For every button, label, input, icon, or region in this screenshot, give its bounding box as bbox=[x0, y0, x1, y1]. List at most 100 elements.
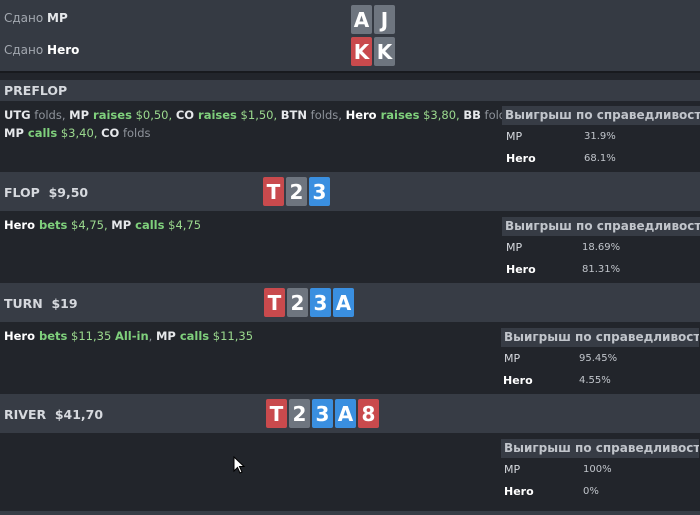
action-line: Hero bets $11,35 All-in, MP calls $11,35 bbox=[4, 327, 253, 345]
equity-row-hero: Hero 0% bbox=[501, 480, 699, 502]
street-header-preflop: PREFLOP bbox=[0, 80, 700, 101]
street-header-flop: FLOP $9,50 T 2 3 bbox=[0, 172, 700, 211]
equity-player: Hero bbox=[506, 263, 536, 276]
action-token: folds, bbox=[30, 108, 70, 122]
action-token: CO bbox=[101, 126, 120, 140]
action-line: MP calls $3,40, CO folds bbox=[4, 124, 516, 142]
action-token: BTN bbox=[280, 108, 308, 122]
action-token: BB bbox=[463, 108, 481, 122]
flop-board: T 2 3 bbox=[263, 177, 330, 206]
dealt-row-hero: Сдано Hero bbox=[4, 43, 79, 57]
equity-row-mp: MP 18.69% bbox=[502, 236, 700, 258]
equity-player: Hero bbox=[506, 152, 536, 165]
bottom-bar bbox=[0, 511, 700, 515]
hero-hole-cards: K K bbox=[351, 37, 395, 66]
equity-row-hero: Hero 68.1% bbox=[502, 147, 700, 169]
street-name: RIVER bbox=[4, 407, 47, 422]
card: 3 bbox=[309, 177, 330, 206]
action-token: bets bbox=[35, 329, 68, 343]
action-token: $0,50, bbox=[131, 108, 176, 122]
equity-row-mp: MP 31.9% bbox=[502, 125, 700, 147]
equity-row-mp: MP 95.45% bbox=[501, 347, 699, 369]
action-token: $3,40, bbox=[57, 126, 102, 140]
card: 8 bbox=[358, 399, 379, 428]
street-title: FLOP $9,50 bbox=[4, 185, 88, 200]
pot-size: $19 bbox=[51, 296, 78, 311]
action-token: Hero bbox=[4, 218, 35, 232]
card: 2 bbox=[287, 288, 308, 317]
action-token: raises bbox=[89, 108, 132, 122]
equity-value: 81.31% bbox=[582, 264, 621, 275]
pot-size: $9,50 bbox=[48, 185, 89, 200]
equity-header: Выигрыш по справедливости bbox=[501, 328, 699, 347]
card: K bbox=[351, 37, 372, 66]
street-name: TURN bbox=[4, 296, 43, 311]
equity-value: 18.69% bbox=[582, 242, 621, 253]
equity-player: MP bbox=[506, 130, 523, 143]
action-line: Hero bets $4,75, MP calls $4,75 bbox=[4, 216, 201, 234]
card: 3 bbox=[310, 288, 331, 317]
card: A bbox=[333, 288, 354, 317]
river-board: T 2 3 A 8 bbox=[266, 399, 379, 428]
card: 2 bbox=[289, 399, 310, 428]
action-token: , bbox=[148, 329, 156, 343]
equity-value: 4.55% bbox=[579, 375, 611, 386]
action-token: folds bbox=[119, 126, 151, 140]
action-token: raises bbox=[376, 108, 420, 122]
action-token: calls bbox=[23, 126, 58, 140]
equity-header: Выигрыш по справедливости bbox=[502, 106, 700, 125]
player-name-mp: MP bbox=[47, 11, 68, 25]
turn-board: T 2 3 A bbox=[264, 288, 354, 317]
equity-value: 68.1% bbox=[584, 153, 616, 164]
mouse-cursor-icon bbox=[233, 456, 246, 474]
action-token: raises bbox=[194, 108, 237, 122]
card: 2 bbox=[286, 177, 307, 206]
action-token: $3,80, bbox=[419, 108, 464, 122]
equity-player: Hero bbox=[503, 374, 533, 387]
action-token: UTG bbox=[4, 108, 31, 122]
action-token: bets bbox=[35, 218, 68, 232]
divider bbox=[0, 71, 700, 73]
action-token: MP bbox=[4, 126, 24, 140]
equity-player: MP bbox=[504, 352, 521, 365]
preflop-actions: UTG folds, MP raises $0,50, CO raises $1… bbox=[4, 106, 516, 142]
turn-actions: Hero bets $11,35 All-in, MP calls $11,35 bbox=[4, 327, 253, 345]
action-token: $11,35 bbox=[209, 329, 254, 343]
card: T bbox=[264, 288, 285, 317]
action-token: calls bbox=[175, 329, 210, 343]
action-token: $11,35 bbox=[67, 329, 115, 343]
flop-actions: Hero bets $4,75, MP calls $4,75 bbox=[4, 216, 201, 234]
card: J bbox=[374, 5, 395, 34]
dealt-cards-panel: Сдано MP A J Сдано Hero K K bbox=[0, 0, 700, 71]
card: T bbox=[266, 399, 287, 428]
pot-size: $41,70 bbox=[54, 407, 104, 422]
player-name-hero: Hero bbox=[47, 43, 80, 57]
equity-panel-preflop: Выигрыш по справедливости MP 31.9% Hero … bbox=[502, 106, 700, 169]
action-token: calls bbox=[131, 218, 165, 232]
street-header-river: RIVER $41,70 T 2 3 A 8 bbox=[0, 394, 700, 433]
action-token: $1,50, bbox=[236, 108, 281, 122]
equity-value: 0% bbox=[583, 486, 599, 497]
equity-player: MP bbox=[504, 463, 521, 476]
street-title: PREFLOP bbox=[4, 83, 68, 98]
card: 3 bbox=[312, 399, 333, 428]
card: K bbox=[374, 37, 395, 66]
equity-value: 31.9% bbox=[584, 131, 616, 142]
action-token: $4,75 bbox=[164, 218, 202, 232]
dealt-prefix: Сдано bbox=[4, 43, 44, 57]
mp-hole-cards: A J bbox=[351, 5, 395, 34]
street-title: RIVER $41,70 bbox=[4, 407, 103, 422]
action-token: $4,75, bbox=[67, 218, 112, 232]
equity-header: Выигрыш по справедливости bbox=[502, 217, 700, 236]
action-token: MP bbox=[69, 108, 90, 122]
action-token: Hero bbox=[345, 108, 377, 122]
equity-player: MP bbox=[506, 241, 523, 254]
equity-player: Hero bbox=[504, 485, 534, 498]
card: T bbox=[263, 177, 284, 206]
equity-row-hero: Hero 81.31% bbox=[502, 258, 700, 280]
equity-header: Выигрыш по справедливости bbox=[501, 439, 699, 458]
dealt-row-mp: Сдано MP bbox=[4, 11, 68, 25]
equity-row-mp: MP 100% bbox=[501, 458, 699, 480]
equity-row-hero: Hero 4.55% bbox=[501, 369, 699, 391]
equity-panel-river: Выигрыш по справедливости MP 100% Hero 0… bbox=[501, 439, 699, 502]
